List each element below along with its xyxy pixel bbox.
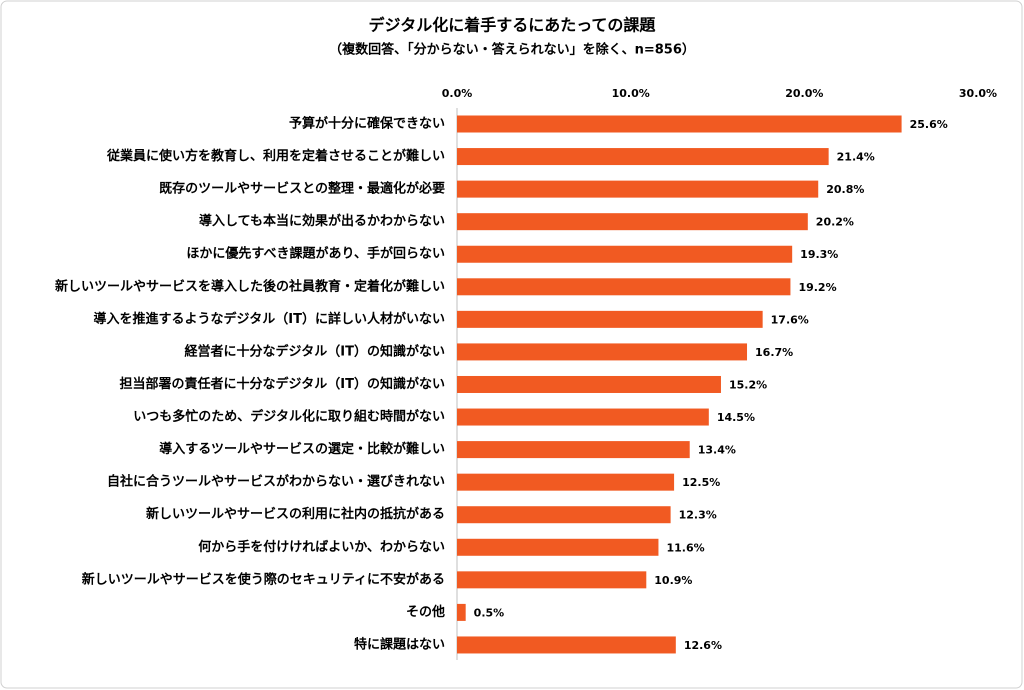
category-label: 自社に合うツールやサービスがわからない・選びきれない xyxy=(107,474,445,490)
bar xyxy=(457,278,791,296)
bar xyxy=(457,603,466,621)
bar xyxy=(457,571,647,589)
bar xyxy=(457,310,763,328)
category-label: いつも多忙のため、デジタル化に取り組む時間がない xyxy=(133,409,445,425)
value-label: 20.2% xyxy=(816,216,854,229)
value-label: 21.4% xyxy=(837,151,875,164)
bar xyxy=(457,213,808,231)
value-label: 19.3% xyxy=(800,248,838,261)
x-tick-label: 20.0% xyxy=(785,87,823,100)
value-label: 13.4% xyxy=(698,444,736,457)
category-label: 予算が十分に確保できない xyxy=(289,116,445,132)
category-label: 導入を推進するようなデジタル（IT）に詳しい人材がいない xyxy=(94,311,445,327)
bar xyxy=(457,408,709,426)
bar xyxy=(457,473,675,491)
x-tick-label: 30.0% xyxy=(959,87,997,100)
value-label: 12.6% xyxy=(684,639,722,652)
value-label: 10.9% xyxy=(654,574,692,587)
chart-title: デジタル化に着手するにあたっての課題 xyxy=(369,16,657,35)
value-label: 0.5% xyxy=(474,606,505,619)
value-label: 11.6% xyxy=(666,541,704,554)
category-label: 経営者に十分なデジタル（IT）の知識がない xyxy=(185,343,445,359)
category-label: その他 xyxy=(406,604,445,620)
value-label: 16.7% xyxy=(755,346,793,359)
x-tick-label: 10.0% xyxy=(612,87,650,100)
bar xyxy=(457,115,902,133)
value-label: 17.6% xyxy=(771,313,809,326)
bar xyxy=(457,148,829,166)
category-label: 従業員に使い方を教育し、利用を定着させることが難しい xyxy=(106,148,445,164)
chart-subtitle: （複数回答、「分からない・答えられない」を除く、n=856） xyxy=(329,42,695,58)
value-label: 25.6% xyxy=(910,118,948,131)
category-label: 新しいツールやサービスの利用に社内の抵抗がある xyxy=(146,506,445,522)
x-tick-label: 0.0% xyxy=(442,87,473,100)
category-label: 新しいツールやサービスを導入した後の社員教育・定着化が難しい xyxy=(55,278,445,294)
bar xyxy=(457,180,819,198)
value-label: 12.3% xyxy=(679,509,717,522)
category-label: 担当部署の責任者に十分なデジタル（IT）の知識がない xyxy=(120,376,445,392)
category-label: ほかに優先すべき課題があり、手が回らない xyxy=(186,246,445,262)
value-label: 15.2% xyxy=(729,378,767,391)
bar xyxy=(457,441,690,459)
bar xyxy=(457,343,748,361)
value-label: 14.5% xyxy=(717,411,755,424)
category-label: 新しいツールやサービスを使う際のセキュリティに不安がある xyxy=(82,571,445,587)
bar xyxy=(457,506,671,524)
bar xyxy=(457,636,676,654)
value-label: 12.5% xyxy=(682,476,720,489)
category-label: 特に課題はない xyxy=(354,636,445,652)
bar xyxy=(457,375,721,393)
value-label: 20.8% xyxy=(826,183,864,196)
bar xyxy=(457,538,659,556)
value-label: 19.2% xyxy=(798,281,836,294)
category-label: 何から手を付けければよいか、わからない xyxy=(198,539,445,555)
bar xyxy=(457,245,793,263)
category-label: 導入するツールやサービスの選定・比較が難しい xyxy=(159,441,445,457)
category-label: 導入しても本当に効果が出るかわからない xyxy=(199,213,445,229)
category-label: 既存のツールやサービスとの整理・最適化が必要 xyxy=(159,181,445,197)
